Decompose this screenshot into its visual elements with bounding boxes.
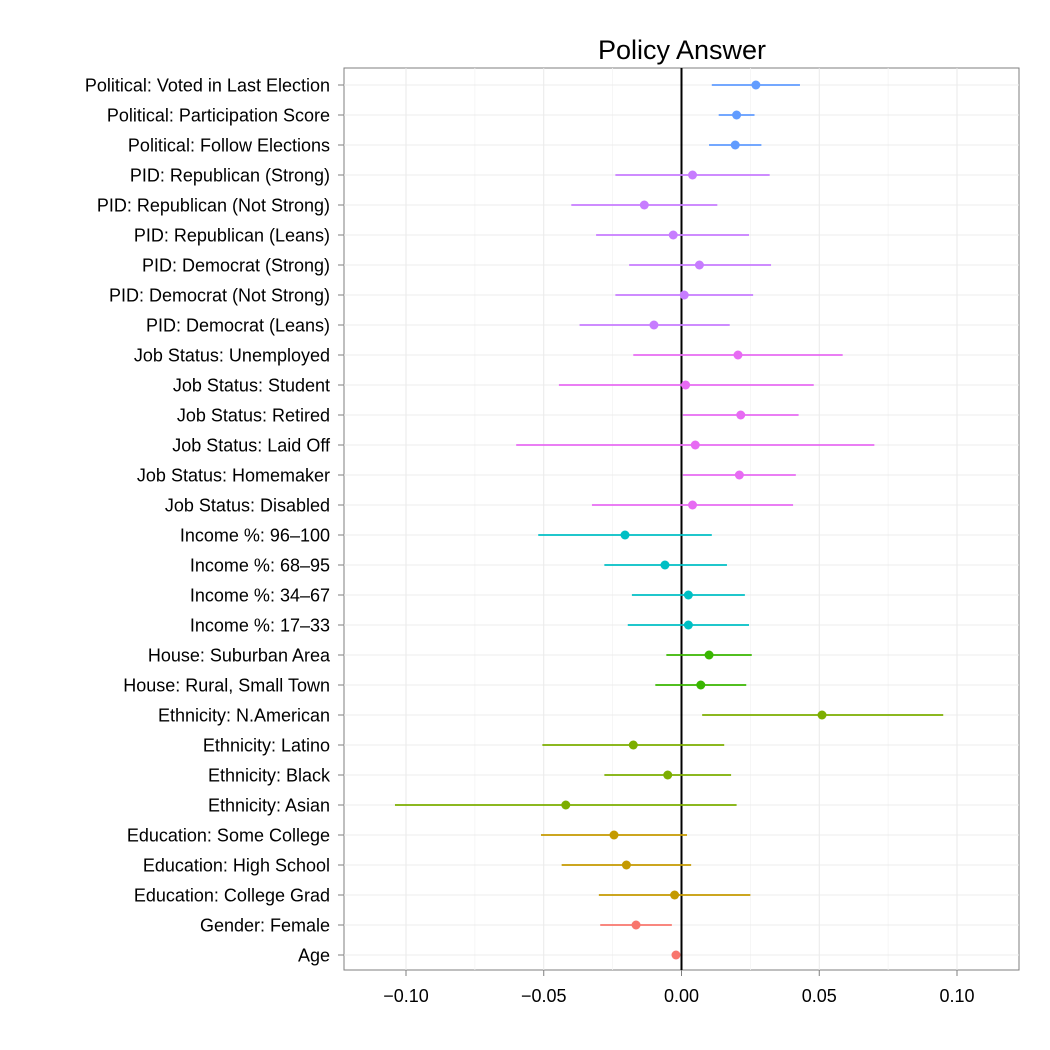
estimate-point (690, 440, 700, 450)
estimate-point (681, 380, 691, 390)
x-axis: −0.10 −0.05 0.00 0.05 0.10 (383, 970, 975, 1006)
estimate-point (628, 740, 638, 750)
y-tick-label: Political: Voted in Last Election (85, 76, 330, 96)
x-tick-label: 0.05 (802, 986, 837, 1006)
estimate-point (688, 170, 698, 180)
estimate-point (732, 110, 742, 120)
estimate-point (671, 950, 681, 960)
y-tick-label: Ethnicity: Asian (208, 796, 330, 816)
y-tick-label: Job Status: Unemployed (134, 346, 330, 366)
y-tick-label: Income %: 34–67 (190, 586, 330, 606)
x-tick-label: −0.10 (383, 986, 429, 1006)
y-tick-label: Education: Some College (127, 826, 330, 846)
y-tick-label: Job Status: Disabled (165, 496, 330, 516)
estimate-point (730, 140, 740, 150)
estimate-point (660, 560, 670, 570)
estimate-point (649, 320, 659, 330)
y-tick-label: Income %: 68–95 (190, 556, 330, 576)
y-tick-label: Education: High School (143, 856, 330, 876)
estimate-point (696, 680, 706, 690)
estimate-point (733, 350, 743, 360)
y-tick-label: PID: Republican (Leans) (134, 226, 330, 246)
series-group (394, 80, 944, 960)
y-axis: Political: Voted in Last Election Politic… (85, 76, 344, 966)
estimate-point (621, 860, 631, 870)
estimate-point (620, 530, 630, 540)
y-tick-label: Political: Follow Elections (128, 136, 330, 156)
y-tick-label: Job Status: Retired (177, 406, 330, 426)
y-tick-label: Ethnicity: Latino (203, 736, 330, 756)
y-tick-label: Ethnicity: Black (208, 766, 331, 786)
estimate-point (683, 590, 693, 600)
y-tick-label: PID: Democrat (Not Strong) (109, 286, 330, 306)
estimate-point (694, 260, 704, 270)
y-tick-label: House: Suburban Area (148, 646, 331, 666)
estimate-point (609, 830, 619, 840)
estimate-point (663, 770, 673, 780)
y-tick-label: Ethnicity: N.American (158, 706, 330, 726)
estimate-point (734, 470, 744, 480)
estimate-point (683, 620, 693, 630)
estimate-point (817, 710, 827, 720)
y-tick-label: Gender: Female (200, 916, 330, 936)
estimate-point (561, 800, 571, 810)
estimate-point (751, 80, 761, 90)
estimate-point (688, 500, 698, 510)
y-tick-label: PID: Democrat (Leans) (146, 316, 330, 336)
estimate-point (704, 650, 714, 660)
y-tick-label: PID: Democrat (Strong) (142, 256, 330, 276)
estimate-point (631, 920, 641, 930)
y-tick-label: Job Status: Student (173, 376, 330, 396)
chart-title: Policy Answer (598, 35, 766, 65)
y-tick-label: Education: College Grad (134, 886, 330, 906)
estimate-point (639, 200, 649, 210)
estimate-point (668, 230, 678, 240)
x-tick-label: −0.05 (521, 986, 567, 1006)
estimate-point (736, 410, 746, 420)
y-tick-label: Political: Participation Score (107, 106, 330, 126)
y-tick-label: Job Status: Homemaker (137, 466, 330, 486)
y-tick-label: Job Status: Laid Off (172, 436, 331, 456)
x-tick-label: 0.00 (664, 986, 699, 1006)
y-tick-label: Age (298, 946, 330, 966)
y-tick-label: PID: Republican (Strong) (130, 166, 330, 186)
estimate-point (679, 290, 689, 300)
estimate-point (670, 890, 680, 900)
y-tick-label: House: Rural, Small Town (123, 676, 330, 696)
y-tick-label: Income %: 96–100 (180, 526, 330, 546)
y-tick-label: Income %: 17–33 (190, 616, 330, 636)
y-tick-label: PID: Republican (Not Strong) (97, 196, 330, 216)
x-tick-label: 0.10 (939, 986, 974, 1006)
